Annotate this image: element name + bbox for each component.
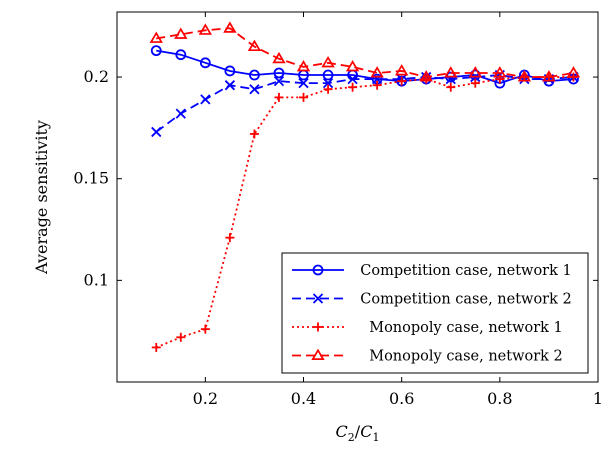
x-tick-label: 0.6 (389, 389, 414, 408)
series-line (156, 27, 574, 78)
marker-triangle (296, 60, 311, 72)
marker-plus (299, 92, 309, 102)
marker-x (273, 75, 285, 87)
marker-x (175, 108, 186, 119)
marker-plus (274, 92, 284, 102)
plot-area (149, 21, 581, 352)
x-tick-label: 1 (593, 389, 603, 408)
marker-triangle (444, 66, 458, 78)
marker-x-stroke (175, 108, 186, 119)
series-1 (150, 45, 579, 89)
marker-x (151, 126, 162, 138)
legend-item: Competition case, network 2 (292, 292, 572, 308)
marker-triangle (311, 348, 325, 360)
y-tick-label: 0.15 (73, 169, 109, 188)
marker-plus (348, 82, 358, 92)
marker-x-stroke (273, 75, 285, 87)
marker-triangle (566, 66, 581, 78)
marker-plus (323, 84, 333, 94)
legend-box (281, 252, 589, 374)
marker-x-stroke (298, 78, 309, 89)
marker-circle (273, 67, 285, 79)
marker-triangle (198, 23, 213, 35)
y-axis-title: Average sensitivity (32, 120, 51, 275)
marker-x (322, 78, 334, 89)
marker-triangle (174, 27, 188, 39)
series-line (155, 74, 574, 133)
marker-plus (470, 78, 480, 88)
marker-x (200, 94, 211, 105)
marker-x (249, 84, 260, 95)
marker-x (298, 78, 309, 89)
marker-triangle (542, 70, 556, 82)
marker-triangle (394, 64, 409, 76)
marker-x (347, 73, 358, 85)
y-tick-label: 0.2 (84, 67, 109, 86)
marker-plus (397, 76, 407, 86)
legend-item: Competition case, network 1 (292, 263, 572, 279)
x-tick-label: 0.8 (487, 389, 512, 408)
axis-ticks: 0.2 0.4 0.6 0.8 1 0.1 0.15 0.2 (73, 12, 603, 408)
legend-label: Monopoly case, network 1 (369, 320, 563, 336)
marker-x-stroke (224, 80, 236, 91)
marker-triangle (272, 51, 286, 64)
legend-item: Monopoly case, network 2 (292, 349, 563, 365)
marker-circle (175, 49, 187, 61)
marker-circle (199, 57, 211, 69)
marker-plus (151, 342, 161, 352)
legend: Competition case, network 1 Competition c… (281, 252, 589, 374)
marker-x (312, 293, 324, 304)
marker-x-stroke (249, 84, 260, 95)
marker-triangle (419, 70, 433, 82)
series-4 (149, 21, 581, 82)
marker-triangle (149, 31, 163, 43)
marker-plus (421, 74, 431, 84)
marker-triangle (223, 21, 237, 33)
plot-frame (116, 11, 599, 383)
marker-x-stroke (347, 73, 358, 85)
marker-circle (150, 45, 162, 57)
y-tick-label: 0.1 (84, 270, 109, 289)
marker-plus (372, 80, 382, 90)
marker-triangle (345, 60, 360, 72)
legend-label: Competition case, network 2 (360, 292, 572, 308)
marker-plus (313, 322, 323, 332)
marker-x-stroke (312, 293, 324, 304)
marker-circle (312, 264, 324, 276)
marker-triangle (493, 66, 507, 78)
marker-x-stroke (200, 94, 211, 105)
marker-triangle (517, 70, 532, 82)
marker-plus (176, 332, 186, 342)
marker-plus (249, 129, 259, 139)
legend-label: Monopoly case, network 2 (369, 349, 563, 365)
x-tick-label: 0.2 (193, 389, 218, 408)
legend-item: Monopoly case, network 1 (292, 320, 563, 336)
marker-circle (249, 69, 260, 81)
marker-x-stroke (151, 126, 162, 138)
series-2 (151, 69, 579, 138)
x-tick-label: 0.4 (291, 389, 316, 408)
x-axis-title: C2/C1 (336, 422, 380, 444)
marker-plus (225, 233, 235, 243)
marker-plus (446, 82, 456, 92)
marker-triangle (321, 55, 335, 68)
marker-triangle (468, 66, 482, 78)
marker-x-stroke (322, 78, 334, 89)
marker-plus (200, 324, 210, 334)
marker-x (224, 80, 236, 91)
marker-circle (224, 65, 236, 77)
marker-triangle (370, 66, 384, 78)
marker-triangle (247, 39, 262, 52)
marker-circle (322, 69, 334, 81)
legend-label: Competition case, network 1 (360, 263, 572, 279)
